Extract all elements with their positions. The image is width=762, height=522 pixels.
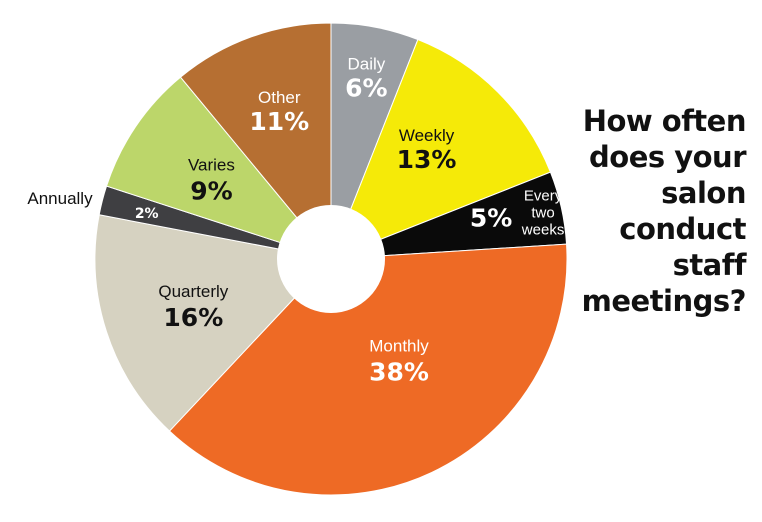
slice-value-every-two-weeks: 5% — [470, 204, 512, 233]
chart-title-line: salon — [661, 176, 746, 210]
slice-label-quarterly: Quarterly — [158, 282, 228, 301]
slice-value-annually: 2% — [135, 206, 159, 222]
slice-label-daily: Daily — [347, 55, 385, 74]
slice-value-weekly: 13% — [397, 145, 457, 174]
pie-slice-quarterly — [94, 214, 332, 432]
pie-slice-varies — [105, 76, 333, 261]
slice-value-monthly: 38% — [369, 357, 429, 386]
slice-value-quarterly: 16% — [163, 303, 223, 332]
slice-label-every-two-weeks: weeks — [521, 222, 565, 239]
chart-title-line: How often — [582, 104, 747, 138]
chart-title-line: meetings? — [581, 284, 747, 318]
slice-label-weekly: Weekly — [399, 126, 455, 145]
pie-center-hole — [277, 205, 385, 313]
slice-value-varies: 9% — [190, 177, 232, 206]
pie-slice-weekly — [330, 38, 552, 260]
slice-label-annually: Annually — [27, 189, 93, 208]
slice-label-other: Other — [258, 88, 301, 107]
slice-value-other: 11% — [249, 107, 309, 136]
slice-label-monthly: Monthly — [369, 336, 429, 355]
pie-slice-monthly — [168, 243, 568, 496]
slice-value-daily: 6% — [345, 74, 387, 103]
pie-slice-other — [179, 22, 332, 261]
slice-label-every-two-weeks: Every — [524, 188, 563, 205]
chart-title: How often does your salon conduct staff … — [546, 103, 747, 319]
chart-title-line: staff — [672, 248, 747, 282]
chart-title-line: does your — [589, 140, 746, 174]
chart-title-line: conduct — [619, 212, 746, 246]
slice-label-every-two-weeks: two — [531, 205, 554, 222]
slice-label-varies: Varies — [188, 156, 235, 175]
